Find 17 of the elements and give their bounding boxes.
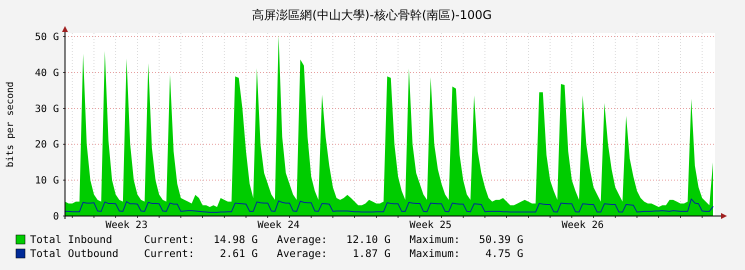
x-tick-label: Week 24 [258, 220, 300, 231]
y-tick-label: 0 [52, 212, 59, 222]
line-series [64, 198, 714, 213]
y-tick-label: 10 G [34, 176, 59, 187]
y-tick-label: 30 G [34, 104, 59, 115]
y-tick-label: 20 G [34, 140, 59, 151]
text: Current: 2.61 G Average: 1.87 G Maximum: 4.75 G [144, 248, 524, 260]
legend-label: Total Inbound [30, 234, 112, 246]
text: Current: 14.98 G Average: 12.10 G Maximum: 50.39 G [144, 234, 524, 246]
y-axis-title: bits per second [5, 82, 16, 168]
y-tick-label: 40 G [34, 68, 59, 79]
x-tick-label: Week 26 [562, 220, 604, 231]
x-tick-label: Week 23 [105, 220, 148, 231]
legend-label: Total Outbound [30, 248, 119, 260]
x-tick-label: Week 25 [410, 220, 452, 231]
y-tick-label: 50 G [34, 32, 59, 44]
chart-title: 高屏澎區網(中山大學)-核心骨幹(南區)-100G [252, 8, 492, 22]
